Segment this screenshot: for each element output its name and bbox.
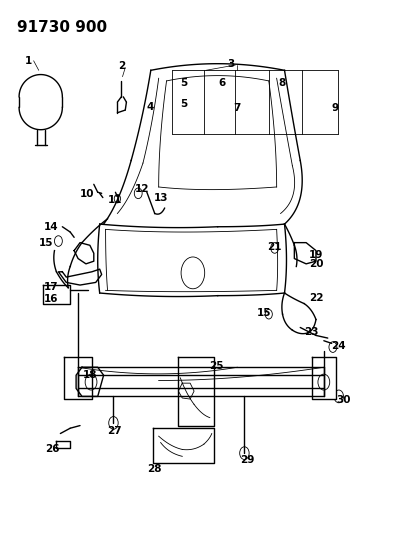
Text: 26: 26 (45, 444, 59, 454)
Text: 9: 9 (332, 103, 339, 114)
Text: 29: 29 (240, 455, 255, 464)
Text: 2: 2 (118, 61, 126, 71)
Text: 28: 28 (147, 464, 162, 474)
Text: 8: 8 (279, 78, 286, 88)
Text: 17: 17 (44, 281, 59, 292)
Text: 7: 7 (233, 103, 241, 114)
Text: 91730 900: 91730 900 (17, 20, 107, 35)
Text: 13: 13 (154, 192, 168, 203)
Text: 1: 1 (25, 56, 32, 66)
Text: 22: 22 (309, 293, 324, 303)
Polygon shape (312, 357, 336, 399)
Text: 19: 19 (309, 250, 323, 260)
Text: 10: 10 (80, 189, 95, 199)
Text: 24: 24 (331, 341, 346, 351)
Text: 5: 5 (180, 99, 188, 109)
Text: 6: 6 (218, 78, 225, 88)
Polygon shape (178, 357, 214, 425)
Text: 23: 23 (304, 327, 319, 337)
Text: 20: 20 (309, 260, 324, 269)
Text: 4: 4 (147, 102, 154, 112)
Text: 18: 18 (83, 370, 98, 379)
Polygon shape (58, 269, 102, 285)
Text: 12: 12 (135, 184, 150, 194)
Text: 16: 16 (44, 294, 58, 304)
Text: 27: 27 (107, 426, 122, 436)
Polygon shape (153, 428, 214, 463)
Text: 3: 3 (227, 59, 235, 69)
Text: 15: 15 (257, 308, 272, 318)
Text: 15: 15 (39, 238, 53, 248)
Text: 25: 25 (209, 361, 223, 371)
Text: 5: 5 (180, 78, 188, 88)
Polygon shape (64, 357, 92, 399)
Text: 30: 30 (337, 395, 351, 405)
Text: 11: 11 (108, 195, 122, 205)
Polygon shape (43, 285, 70, 304)
Text: 14: 14 (44, 222, 59, 232)
Text: 21: 21 (267, 243, 282, 253)
